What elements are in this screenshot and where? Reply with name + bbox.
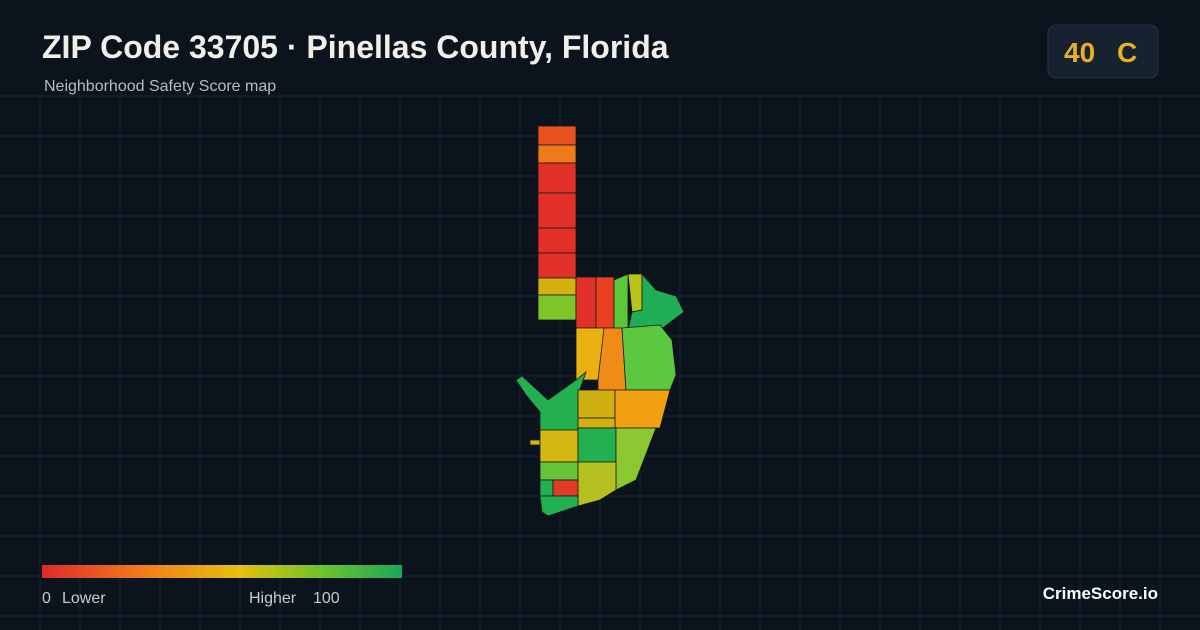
area [575,276,597,329]
score-grade: C [1117,37,1137,68]
score-badge [1047,24,1159,79]
area [529,439,541,446]
area [613,273,629,331]
area [621,324,677,391]
area [537,125,577,146]
score-value: 40 [1064,37,1095,68]
area [537,162,577,194]
area [537,277,577,296]
legend-min-label: Lower [62,590,106,607]
legend-max: 100 [313,590,340,607]
area [539,429,579,463]
area [539,479,554,497]
area [577,389,616,419]
area [537,252,577,279]
area [537,144,577,164]
area [595,276,615,329]
background-grid [0,95,1200,630]
legend-min: 0 [42,590,51,607]
area [577,427,617,463]
area [577,417,616,429]
area [537,192,577,229]
area [537,294,577,321]
area [614,389,671,429]
legend-scale [42,565,402,578]
title: ZIP Code 33705 · Pinellas County, Florid… [42,29,669,65]
legend-max-label: Higher [249,590,297,607]
brand: CrimeScore.io [1043,584,1158,603]
subtitle: Neighborhood Safety Score map [44,78,276,95]
area [539,495,579,517]
area [537,227,577,254]
area [552,479,579,497]
area [539,461,579,481]
zip-map [515,125,685,517]
